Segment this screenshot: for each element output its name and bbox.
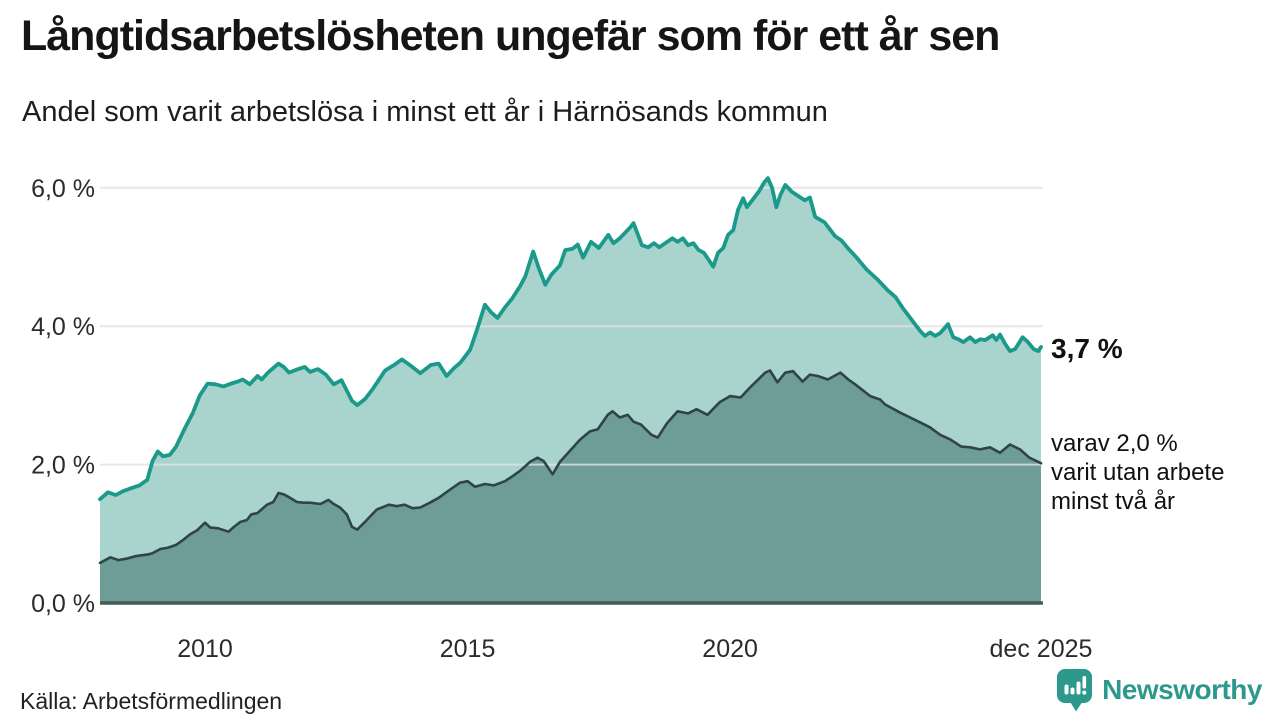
- x-tick-label: 2010: [177, 635, 233, 663]
- x-tick-label: dec 2025: [990, 635, 1093, 663]
- y-tick-label: 0,0 %: [31, 590, 95, 618]
- source-label: Källa: Arbetsförmedlingen: [20, 688, 283, 714]
- line-unemployed-one-year: [98, 176, 1043, 502]
- newsworthy-wordmark: Newsworthy: [1102, 674, 1262, 705]
- series-note-label: varav 2,0 % varit utan arbete minst två …: [1051, 430, 1225, 515]
- y-tick-label: 6,0 %: [31, 175, 95, 203]
- page-title: Långtidsarbetslösheten ungefär som för e…: [21, 12, 1000, 60]
- newsworthy-logo: Newsworthy: [1056, 668, 1262, 712]
- chart-subtitle: Andel som varit arbetslösa i minst ett å…: [22, 96, 828, 128]
- area-unemployed-two-years: [100, 370, 1041, 603]
- newsworthy-bubble-chart-icon: [1056, 668, 1094, 712]
- latest-value-label: 3,7 %: [1051, 333, 1123, 364]
- y-tick-label: 2,0 %: [31, 452, 95, 480]
- x-tick-label: 2015: [440, 635, 496, 663]
- y-tick-label: 4,0 %: [31, 313, 95, 341]
- x-tick-label: 2020: [702, 635, 758, 663]
- line-unemployed-two-years: [98, 369, 1043, 565]
